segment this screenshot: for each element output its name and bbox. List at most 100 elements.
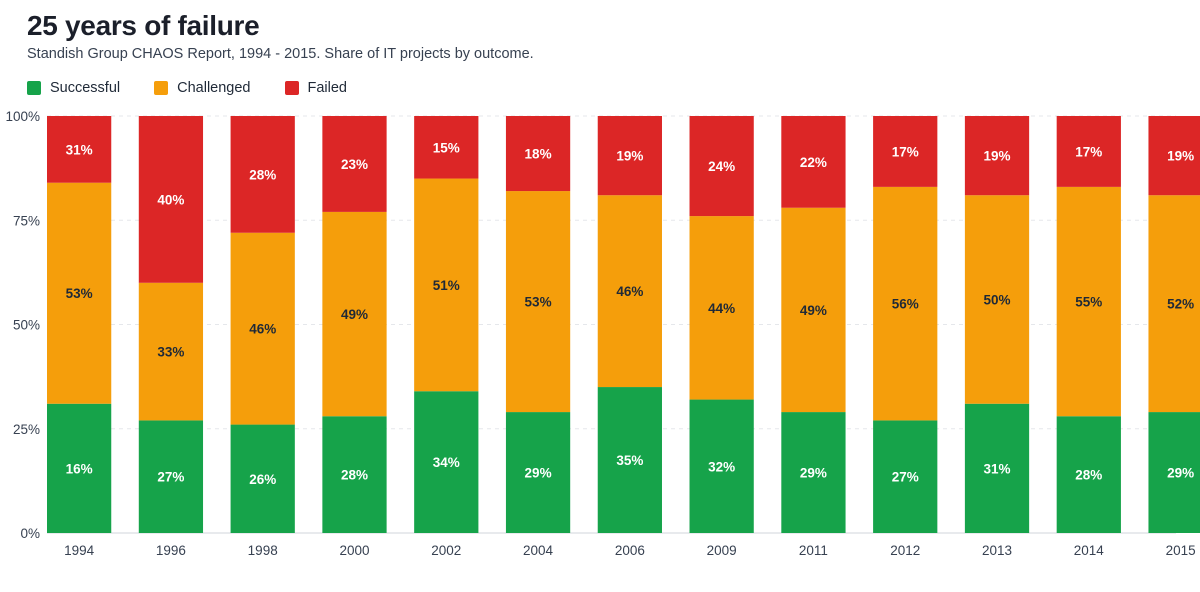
x-tick-label: 2002 [431, 543, 461, 558]
bar-segment-failed [689, 116, 754, 217]
data-label-failed: 22% [800, 155, 827, 170]
legend-swatch-successful [27, 81, 41, 95]
bar-segment-failed [1056, 116, 1121, 187]
bar-segment-failed [414, 116, 479, 179]
bar-segment-failed [873, 116, 938, 187]
bar-segment-successful [597, 387, 662, 533]
legend-label-challenged: Challenged [177, 80, 251, 96]
data-label-successful: 28% [1075, 468, 1102, 483]
bar-segment-challenged [414, 178, 479, 392]
data-label-failed: 19% [616, 149, 643, 164]
data-label-failed: 15% [433, 140, 460, 155]
data-label-challenged: 56% [892, 297, 919, 312]
data-label-challenged: 44% [708, 301, 735, 316]
data-label-successful: 32% [708, 459, 735, 474]
data-label-successful: 27% [157, 470, 184, 485]
data-label-failed: 18% [525, 147, 552, 162]
data-label-failed: 19% [1167, 149, 1194, 164]
bar-segment-successful [964, 403, 1030, 533]
data-label-failed: 17% [892, 144, 919, 159]
legend-swatch-failed [284, 81, 299, 95]
data-label-failed: 19% [983, 149, 1010, 164]
data-label-failed: 24% [708, 159, 735, 174]
data-label-failed: 28% [249, 167, 276, 182]
bar-segment-challenged [230, 232, 295, 425]
bar-segment-failed [505, 116, 571, 192]
data-label-challenged: 53% [66, 286, 93, 301]
legend-label-failed: Failed [307, 80, 348, 96]
bar-segment-failed [322, 116, 387, 212]
x-tick-label: 2009 [707, 543, 737, 558]
data-label-successful: 29% [1167, 466, 1194, 481]
legend-item-failed: Failed [284, 80, 348, 96]
bar-segment-challenged [597, 195, 662, 388]
bar-segment-successful [505, 412, 571, 533]
bar-segment-failed [138, 116, 204, 283]
data-label-successful: 28% [341, 468, 368, 483]
x-tick-label: 1998 [248, 543, 278, 558]
bar-segment-successful [689, 399, 754, 533]
data-label-successful: 16% [66, 461, 93, 476]
bar-segment-successful [322, 416, 387, 533]
data-label-successful: 27% [892, 470, 919, 485]
bar-segment-successful [230, 424, 295, 533]
data-label-challenged: 55% [1075, 295, 1102, 310]
data-label-challenged: 51% [433, 278, 460, 293]
x-tick-label: 2015 [1166, 543, 1196, 558]
y-tick-label: 50% [13, 318, 40, 333]
data-label-challenged: 49% [341, 307, 368, 322]
x-tick-label: 2000 [339, 543, 369, 558]
bar-segment-challenged [47, 182, 112, 404]
data-label-successful: 26% [249, 472, 276, 487]
x-tick-label: 2014 [1074, 543, 1105, 558]
legend-item-successful: Successful [27, 80, 120, 96]
bar-segment-failed [47, 116, 112, 183]
data-label-failed: 40% [157, 192, 184, 207]
data-label-successful: 29% [800, 466, 827, 481]
legend-swatch-challenged [154, 81, 169, 95]
data-label-successful: 34% [433, 455, 460, 470]
data-label-challenged: 49% [800, 303, 827, 318]
bar-segment-successful [138, 420, 204, 533]
x-tick-label: 2011 [799, 543, 828, 558]
x-tick-label: 2006 [615, 543, 645, 558]
y-tick-label: 25% [13, 422, 40, 437]
bar-segment-challenged [781, 207, 846, 413]
chart-title: 25 years of failure [27, 10, 260, 41]
bar-segment-successful [1148, 412, 1200, 533]
data-label-successful: 31% [983, 461, 1010, 476]
bar-segment-successful [47, 403, 112, 533]
bar-segment-failed [964, 116, 1030, 196]
chart-subtitle: Standish Group CHAOS Report, 1994 - 2015… [27, 46, 534, 62]
bar-segment-failed [1148, 116, 1200, 196]
bar-segment-successful [873, 420, 938, 533]
legend-label-successful: Successful [50, 80, 121, 96]
y-tick-label: 100% [5, 109, 40, 124]
bar-segment-failed [781, 116, 846, 208]
bar-segment-successful [781, 412, 846, 533]
legend: Successful Challenged Failed [27, 80, 381, 96]
bar-segment-failed [230, 116, 295, 233]
legend-item-challenged: Challenged [154, 80, 251, 96]
x-tick-label: 2013 [982, 543, 1012, 558]
bar-segment-challenged [964, 195, 1030, 404]
data-label-successful: 29% [525, 466, 552, 481]
x-tick-label: 2004 [523, 543, 554, 558]
bar-segment-challenged [505, 191, 571, 413]
y-tick-label: 0% [20, 526, 40, 541]
bar-segment-challenged [689, 216, 754, 400]
bar-segment-failed [597, 116, 662, 196]
data-label-challenged: 53% [525, 295, 552, 310]
data-label-challenged: 46% [616, 284, 643, 299]
data-label-failed: 17% [1075, 144, 1102, 159]
bar-segment-successful [1056, 416, 1121, 533]
bar-segment-challenged [1056, 186, 1121, 417]
y-tick-label: 75% [13, 213, 40, 228]
data-label-challenged: 33% [157, 345, 184, 360]
bar-segment-challenged [1148, 195, 1200, 413]
bar-segment-challenged [873, 186, 938, 421]
data-label-failed: 31% [66, 142, 93, 157]
data-label-challenged: 50% [983, 292, 1010, 307]
bar-segment-successful [414, 391, 479, 533]
